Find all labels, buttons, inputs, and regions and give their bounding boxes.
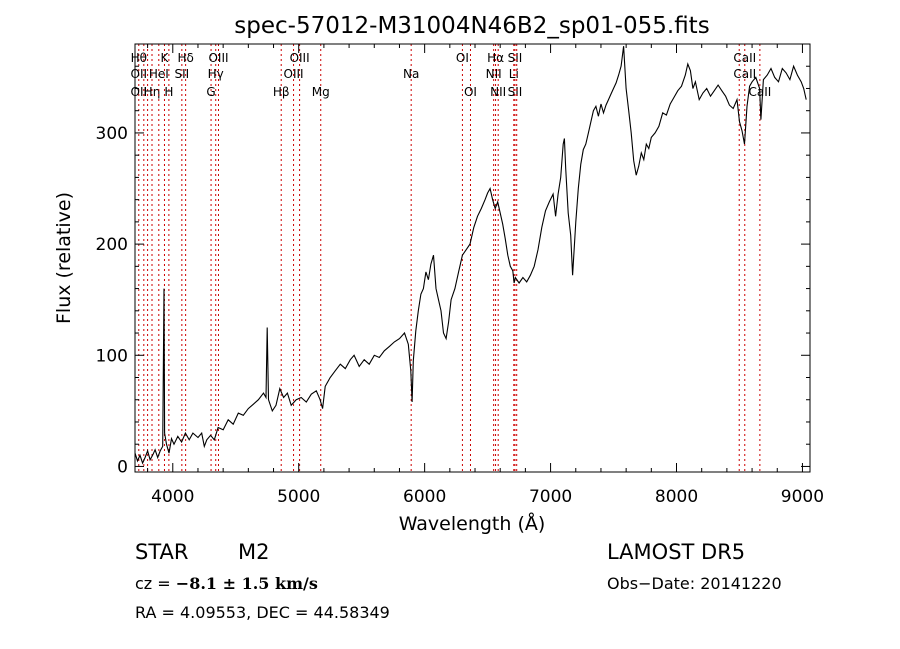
line-label: K (161, 51, 170, 65)
line-label: Hβ (273, 85, 290, 99)
line-label: NII (490, 85, 506, 99)
x-tick-label: 4000 (151, 487, 194, 507)
redshift-prefix: cz = (135, 574, 176, 593)
line-label: Hθ (131, 51, 147, 65)
redshift-readout: cz = −8.1 ± 1.5 km/s (135, 574, 318, 593)
line-label: OIII (208, 51, 228, 65)
line-label: Na (403, 67, 419, 81)
line-label: G (206, 85, 215, 99)
line-label: CaII (733, 67, 756, 81)
line-label: H (164, 85, 173, 99)
line-label: CaII (733, 51, 756, 65)
line-label: Mg (312, 85, 330, 99)
line-label: OI (464, 85, 477, 99)
coordinates: RA = 4.09553, DEC = 44.58349 (135, 603, 390, 622)
y-tick-label: 200 (96, 235, 128, 255)
y-tick-label: 100 (96, 346, 128, 366)
line-label: NII (486, 67, 502, 81)
y-axis: 0 100 200 300 (96, 65, 810, 477)
line-label: Hδ (177, 51, 193, 65)
x-tick-label: 5000 (277, 487, 320, 507)
spectrum-line (134, 46, 807, 465)
y-tick-label: 300 (96, 124, 128, 144)
line-label: HeI (149, 67, 169, 81)
line-label: OIII (284, 67, 304, 81)
line-label: SII (508, 85, 523, 99)
obs-date: Obs−Date: 20141220 (607, 574, 782, 593)
x-tick-label: 7000 (529, 487, 572, 507)
redshift-value: −8.1 ± 1.5 km/s (175, 574, 318, 593)
x-tick-label: 8000 (655, 487, 698, 507)
x-tick-label: 6000 (403, 487, 446, 507)
object-class: STAR (135, 540, 189, 564)
line-label: OII (131, 67, 148, 81)
x-tick-label: 9000 (781, 487, 824, 507)
line-label: SII (508, 51, 523, 65)
line-markers: HθOIIOIIHηHeIKHSIIHδGHγOIIIHβOIIIOIIIMgN… (131, 44, 771, 472)
line-label: OIII (290, 51, 310, 65)
line-label: OI (456, 51, 469, 65)
object-subclass: M2 (238, 540, 270, 564)
line-label: Hη (144, 85, 161, 99)
y-tick-label: 0 (117, 457, 128, 477)
y-axis-label: Flux (relative) (53, 192, 75, 324)
plot-frame (134, 43, 811, 473)
x-axis: 4000 5000 6000 7000 8000 9000 (147, 44, 824, 507)
line-label: SII (174, 67, 189, 81)
line-label: Hγ (208, 67, 224, 81)
line-label: Hα (487, 51, 504, 65)
x-axis-label: Wavelength (Å) (399, 512, 546, 535)
survey-label: LAMOST DR5 (607, 540, 746, 564)
line-label: Li (509, 67, 519, 81)
chart-title: spec-57012-M31004N46B2_sp01-055.fits (234, 13, 709, 39)
